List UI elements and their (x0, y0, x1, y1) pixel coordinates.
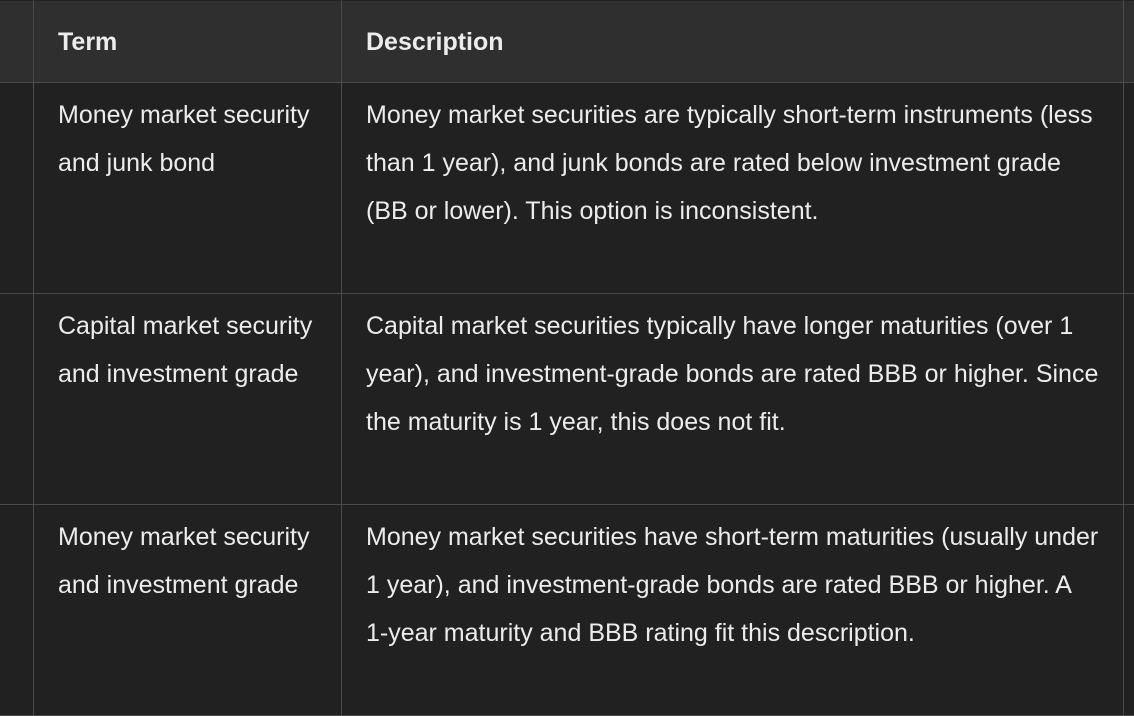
description-cell: Money market securities have short-term … (342, 505, 1124, 716)
table-row: Capital market security and investment g… (0, 294, 1134, 505)
table-header: Option Term Description (0, 1, 1134, 83)
extra-cell (1124, 505, 1134, 716)
term-cell: Capital market security and investment g… (34, 294, 342, 505)
option-cell (0, 83, 34, 294)
description-cell: Money market securities are typically sh… (342, 83, 1124, 294)
extra-cell (1124, 294, 1134, 505)
extra-cell (1124, 83, 1134, 294)
header-option: Option (0, 1, 34, 83)
table-row: Money market security and junk bond Mone… (0, 83, 1134, 294)
option-cell (0, 294, 34, 505)
description-cell: Capital market securities typically have… (342, 294, 1124, 505)
option-cell (0, 505, 34, 716)
term-cell: Money market security and investment gra… (34, 505, 342, 716)
header-term: Term (34, 1, 342, 83)
table-row: Money market security and investment gra… (0, 505, 1134, 716)
table-body: Money market security and junk bond Mone… (0, 83, 1134, 716)
header-description: Description (342, 1, 1124, 83)
term-cell: Money market security and junk bond (34, 83, 342, 294)
header-extra (1124, 1, 1134, 83)
header-row: Option Term Description (0, 1, 1134, 83)
